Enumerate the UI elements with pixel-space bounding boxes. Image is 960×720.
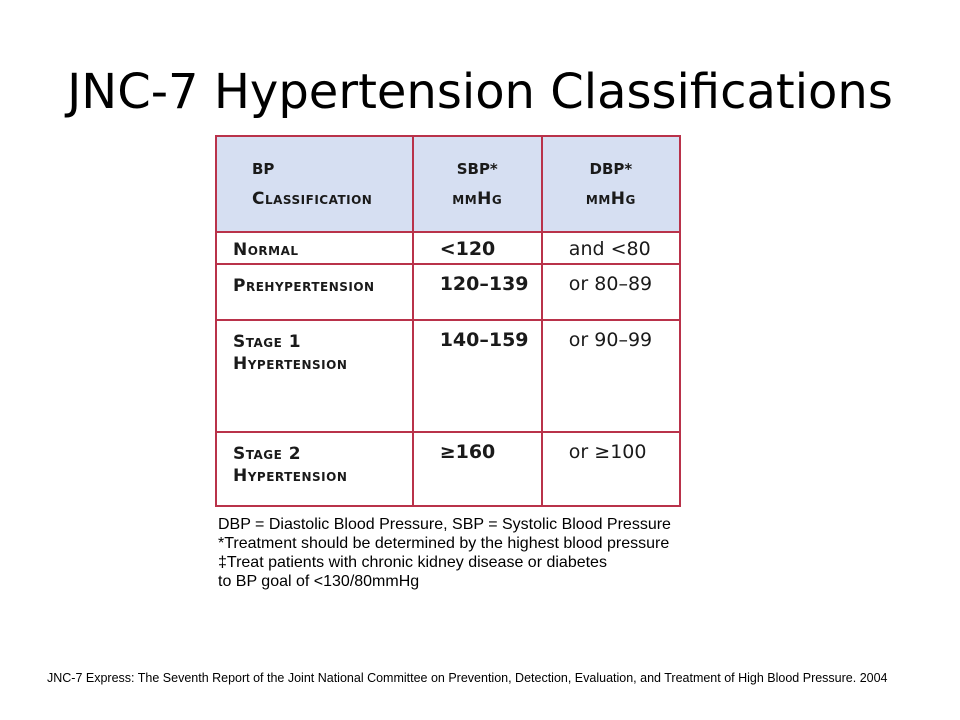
- classification-prehypertension: Prehypertension: [233, 276, 375, 296]
- dbp-normal: and <80: [568, 238, 651, 260]
- header-dbp-line1: DBP*: [589, 160, 633, 178]
- cell-dbp: or 90–99: [540, 319, 682, 433]
- note-bp-goal: to BP goal of <130/80mmHg: [218, 573, 420, 590]
- source-reference: JNC-7 Express: The Seventh Report of the…: [47, 671, 888, 685]
- cell-dbp: and <80: [540, 231, 682, 265]
- table-row: Normal <120 and <80: [215, 231, 682, 265]
- sbp-stage2: ≥160: [439, 441, 496, 463]
- slide-title: JNC-7 Hypertension Classifications: [67, 64, 893, 120]
- dbp-prehypertension: or 80–89: [568, 273, 653, 295]
- classification-stage2: Stage 2 Hypertension: [233, 444, 348, 486]
- sbp-normal: <120: [439, 238, 496, 260]
- classification-normal: Normal: [233, 240, 299, 260]
- cell-sbp: <120: [411, 231, 543, 265]
- sbp-prehypertension: 120–139: [439, 273, 529, 295]
- header-sbp-line2: mmHg: [452, 189, 503, 209]
- cell-sbp: 120–139: [411, 263, 543, 321]
- sbp-stage1: 140–159: [439, 329, 529, 351]
- table-header-row: BP Classification SBP* mmHg DBP* mmHg: [215, 135, 682, 233]
- cell-classification: Stage 2 Hypertension: [215, 431, 414, 507]
- header-dbp-line2: mmHg: [585, 189, 636, 209]
- dbp-stage1: or 90–99: [568, 329, 653, 351]
- header-sbp-line1: SBP*: [456, 160, 498, 178]
- cell-sbp: 140–159: [411, 319, 543, 433]
- cell-classification: Normal: [215, 231, 414, 265]
- header-bp-classification: BP Classification: [215, 135, 414, 233]
- note-treatment: *Treatment should be determined by the h…: [218, 535, 670, 552]
- header-sbp: SBP* mmHg: [411, 135, 543, 233]
- header-dbp: DBP* mmHg: [540, 135, 682, 233]
- table-row: Stage 2 Hypertension ≥160 or ≥100: [215, 431, 682, 507]
- bp-classification-table: BP Classification SBP* mmHg DBP* mmHg No…: [215, 135, 682, 507]
- note-abbreviations: DBP = Diastolic Blood Pressure, SBP = Sy…: [218, 516, 671, 533]
- table-row: Stage 1 Hypertension 140–159 or 90–99: [215, 319, 682, 433]
- header-bp-line2: Classification: [252, 189, 373, 209]
- classification-stage1: Stage 1 Hypertension: [233, 332, 348, 374]
- header-bp-line1: BP: [252, 160, 275, 178]
- cell-classification: Prehypertension: [215, 263, 414, 321]
- note-kidney-diabetes: ‡Treat patients with chronic kidney dise…: [218, 554, 607, 571]
- cell-sbp: ≥160: [411, 431, 543, 507]
- cell-classification: Stage 1 Hypertension: [215, 319, 414, 433]
- cell-dbp: or ≥100: [540, 431, 682, 507]
- dbp-stage2: or ≥100: [568, 441, 647, 463]
- table-notes: DBP = Diastolic Blood Pressure, SBP = Sy…: [218, 515, 671, 591]
- table-row: Prehypertension 120–139 or 80–89: [215, 263, 682, 321]
- cell-dbp: or 80–89: [540, 263, 682, 321]
